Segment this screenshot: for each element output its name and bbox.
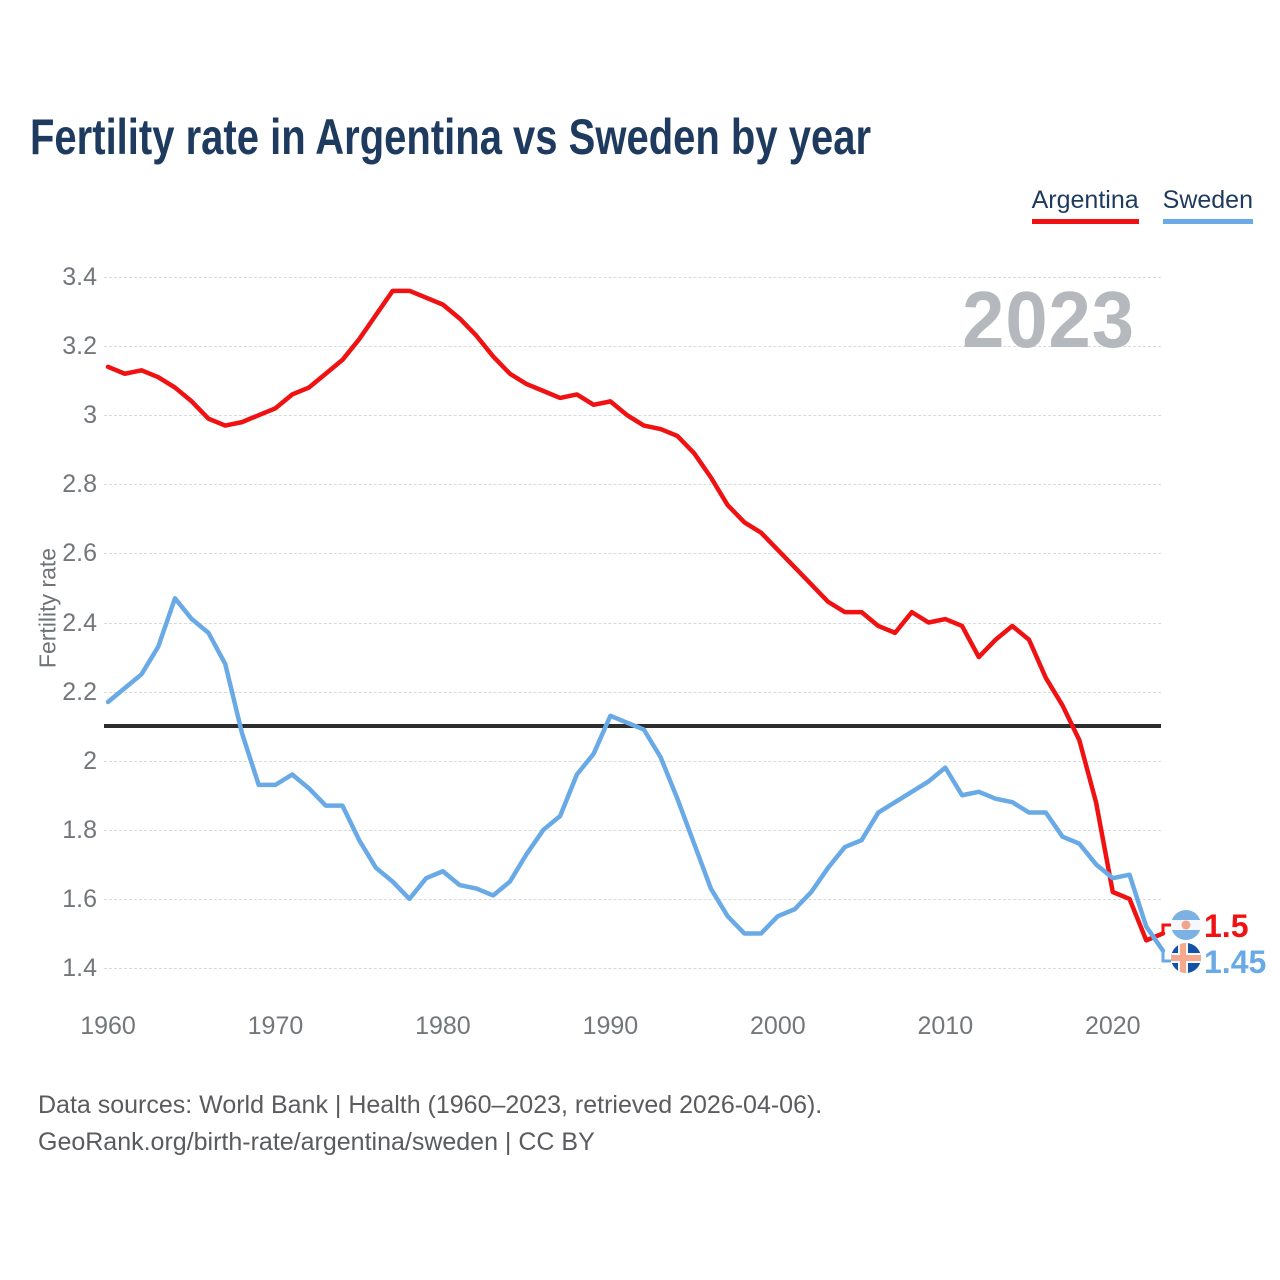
sweden-label-connector [1161, 950, 1171, 963]
legend: Argentina Sweden [1031, 186, 1253, 224]
x-tick-label: 1980 [415, 1012, 471, 1040]
x-tick-label: 2000 [750, 1012, 806, 1040]
y-tick-label: 1.4 [62, 954, 97, 982]
sweden-flag-cross [1171, 955, 1201, 961]
gridline [104, 415, 1161, 417]
x-tick-label: 1960 [80, 1012, 136, 1040]
y-tick-label: 3.2 [62, 332, 97, 361]
y-tick-label: 2 [83, 746, 97, 775]
argentina-flag-stripe [1171, 920, 1201, 930]
argentina-flag-icon [1171, 910, 1201, 940]
gridline [104, 484, 1161, 486]
y-tick-label: 3.4 [62, 263, 97, 291]
end-value-argentina: 1.5 [1204, 908, 1249, 944]
legend-item-sweden[interactable]: Sweden [1162, 186, 1253, 224]
gridline [104, 760, 1161, 762]
page-title: Fertility rate in Argentina vs Sweden by… [30, 109, 872, 165]
sweden-flag-icon [1171, 943, 1201, 973]
argentina-flag-stripe [1171, 929, 1201, 940]
argentina-flag-sun [1181, 920, 1191, 930]
sweden-flag-cross [1180, 943, 1186, 973]
gridline [104, 829, 1161, 831]
argentina-flag-stripe [1171, 910, 1201, 921]
y-tick-label: 2.6 [62, 539, 97, 568]
y-tick-label: 2.2 [62, 677, 97, 706]
gridline [104, 553, 1161, 555]
data-source-line2[interactable]: GeoRank.org/birth-rate/argentina/sweden … [38, 1128, 595, 1156]
gridline [104, 622, 1161, 624]
y-tick-label: 1.6 [62, 884, 97, 913]
gridline [104, 968, 1161, 969]
legend-item-argentina[interactable]: Argentina [1031, 186, 1139, 224]
y-tick-label: 3 [83, 401, 97, 430]
x-tick-label: 1970 [247, 1012, 304, 1040]
gridline [104, 277, 1161, 278]
legend-label-argentina: Argentina [1031, 186, 1139, 214]
data-source-note: Data sources: World Bank | Health (1960–… [38, 1087, 822, 1161]
data-source-line1: Data sources: World Bank | Health (1960–… [38, 1091, 823, 1119]
legend-label-sweden: Sweden [1162, 186, 1253, 214]
y-tick-label: 2.4 [62, 608, 97, 637]
y-tick-label: 1.8 [62, 815, 97, 844]
argentina-label-connector [1161, 923, 1171, 934]
gridline [104, 346, 1161, 348]
end-value-sweden: 1.45 [1204, 944, 1267, 980]
x-tick-label: 2010 [917, 1012, 974, 1040]
y-tick-label: 2.8 [62, 470, 97, 499]
x-tick-label: 2020 [1084, 1012, 1141, 1040]
argentina-line[interactable] [105, 288, 1166, 943]
sweden-line[interactable] [105, 596, 1166, 953]
watermark-year: 2023 [962, 275, 1135, 364]
gridline [104, 898, 1161, 900]
x-tick-label: 1990 [582, 1012, 639, 1040]
gridline [104, 691, 1161, 693]
